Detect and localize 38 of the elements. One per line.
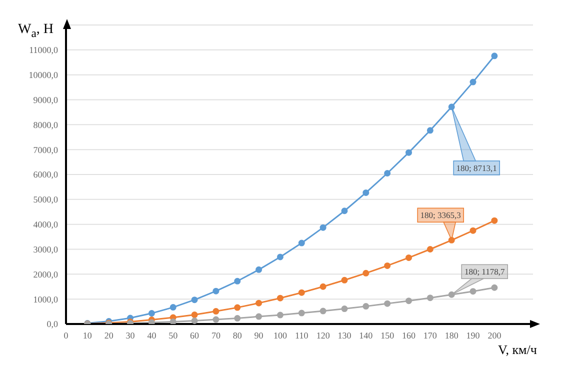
y-tick-label: 9000,0 xyxy=(33,94,58,105)
x-tick-label: 80 xyxy=(232,330,242,340)
x-tick-label: 90 xyxy=(254,330,264,340)
x-tick-label: 10 xyxy=(82,330,92,340)
x-tick-label: 120 xyxy=(316,330,330,340)
x-tick-label: 170 xyxy=(423,330,438,340)
data-label: 180; 8713,1 xyxy=(456,162,497,173)
x-tick-label: 180 xyxy=(444,330,459,340)
x-tick-label: 150 xyxy=(380,330,395,340)
y-tick-label: 3000,0 xyxy=(33,244,58,254)
y-tick-label: 5000,0 xyxy=(33,194,58,205)
x-tick-label: 100 xyxy=(273,330,288,340)
y-tick-label: 10000,0 xyxy=(28,70,58,80)
data-label: 180; 1178,7 xyxy=(464,266,505,277)
x-tick-label: 40 xyxy=(147,330,157,340)
x-tick-label: 140 xyxy=(359,330,374,340)
x-tick-label: 110 xyxy=(295,330,309,340)
x-tick-label: 200 xyxy=(488,330,502,340)
x-tick-label: 60 xyxy=(190,330,200,340)
x-tick-label: 190 xyxy=(466,330,480,340)
x-tick-label: 130 xyxy=(338,330,352,340)
x-axis-title: V, км/ч xyxy=(498,342,537,358)
y-tick-label: 0,0 xyxy=(46,319,58,330)
y-tick-label: 8000,0 xyxy=(33,120,58,130)
y-tick-label: 7000,0 xyxy=(33,144,58,155)
x-tick-label: 20 xyxy=(104,330,114,340)
x-tick-label: 70 xyxy=(211,330,221,340)
x-tick-label: 50 xyxy=(168,330,178,340)
y-tick-label: 4000,0 xyxy=(33,220,58,230)
y-axis-title: W$_{a}$, Н xyxy=(18,22,54,40)
x-tick-label: 160 xyxy=(402,330,416,340)
y-tick-label: 6000,0 xyxy=(33,170,58,180)
y-tick-label: 2000,0 xyxy=(33,269,58,280)
data-label: 180; 3365,3 xyxy=(420,210,461,220)
x-tick-label: 0 xyxy=(64,330,69,340)
x-tick-label: 30 xyxy=(126,330,136,340)
y-tick-label: 11000,0 xyxy=(29,45,58,56)
y-tick-label: 1000,0 xyxy=(33,294,58,304)
